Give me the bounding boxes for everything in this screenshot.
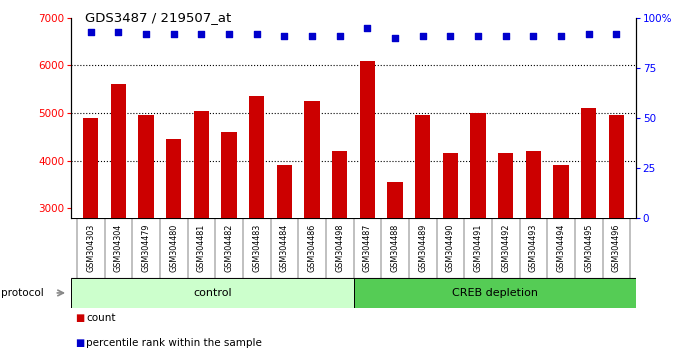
Bar — [332, 151, 347, 218]
Bar — [166, 139, 182, 218]
Point — [169, 31, 180, 36]
Text: GSM304493: GSM304493 — [529, 224, 538, 272]
Point — [224, 31, 235, 36]
Text: GSM304482: GSM304482 — [224, 224, 234, 272]
Bar — [443, 153, 458, 218]
Text: percentile rank within the sample: percentile rank within the sample — [86, 338, 262, 348]
Bar — [581, 108, 596, 218]
Text: GSM304489: GSM304489 — [418, 224, 427, 272]
Text: ■: ■ — [75, 338, 84, 348]
Bar — [354, 278, 636, 308]
Bar — [83, 118, 99, 218]
Text: GSM304487: GSM304487 — [363, 224, 372, 272]
Text: GDS3487 / 219507_at: GDS3487 / 219507_at — [85, 11, 231, 24]
Text: GSM304486: GSM304486 — [307, 224, 317, 272]
Bar — [277, 165, 292, 218]
Point — [362, 25, 373, 30]
Bar — [360, 61, 375, 218]
Text: count: count — [86, 313, 116, 323]
Bar — [111, 84, 126, 218]
Text: ■: ■ — [75, 313, 84, 323]
Bar — [305, 101, 320, 218]
Point — [445, 33, 456, 39]
Text: GSM304483: GSM304483 — [252, 224, 261, 272]
Text: GSM304303: GSM304303 — [86, 224, 95, 272]
Text: GSM304490: GSM304490 — [446, 224, 455, 272]
Text: GSM304492: GSM304492 — [501, 223, 510, 272]
Point — [279, 33, 290, 39]
Text: GSM304496: GSM304496 — [612, 224, 621, 272]
Bar — [554, 165, 568, 218]
Bar — [222, 132, 237, 218]
Bar — [388, 182, 403, 218]
Bar — [139, 115, 154, 218]
Bar — [194, 110, 209, 218]
Text: CREB depletion: CREB depletion — [452, 288, 538, 298]
Point — [500, 33, 511, 39]
Text: GSM304481: GSM304481 — [197, 224, 206, 272]
Point — [252, 31, 262, 36]
Point — [473, 33, 483, 39]
Text: GSM304480: GSM304480 — [169, 224, 178, 272]
Point — [611, 31, 622, 36]
Text: GSM304304: GSM304304 — [114, 224, 123, 272]
Point — [335, 33, 345, 39]
Text: GSM304491: GSM304491 — [473, 224, 483, 272]
Point — [85, 29, 96, 35]
Point — [528, 33, 539, 39]
Text: GSM304494: GSM304494 — [557, 224, 566, 272]
Point — [141, 31, 152, 36]
Point — [556, 33, 566, 39]
Bar — [498, 153, 513, 218]
Point — [307, 33, 318, 39]
Text: protocol: protocol — [1, 288, 44, 298]
Bar — [415, 115, 430, 218]
Bar — [471, 113, 486, 218]
Bar — [609, 115, 624, 218]
Text: GSM304479: GSM304479 — [141, 223, 150, 272]
Bar — [249, 96, 265, 218]
Text: GSM304484: GSM304484 — [280, 224, 289, 272]
Text: GSM304488: GSM304488 — [390, 224, 400, 272]
Text: GSM304495: GSM304495 — [584, 223, 593, 272]
Text: control: control — [193, 288, 232, 298]
Point — [390, 35, 401, 41]
Text: GSM304498: GSM304498 — [335, 224, 344, 272]
Point — [583, 31, 594, 36]
Bar — [526, 151, 541, 218]
Point — [196, 31, 207, 36]
Point — [418, 33, 428, 39]
Point — [113, 29, 124, 35]
Bar — [71, 278, 354, 308]
